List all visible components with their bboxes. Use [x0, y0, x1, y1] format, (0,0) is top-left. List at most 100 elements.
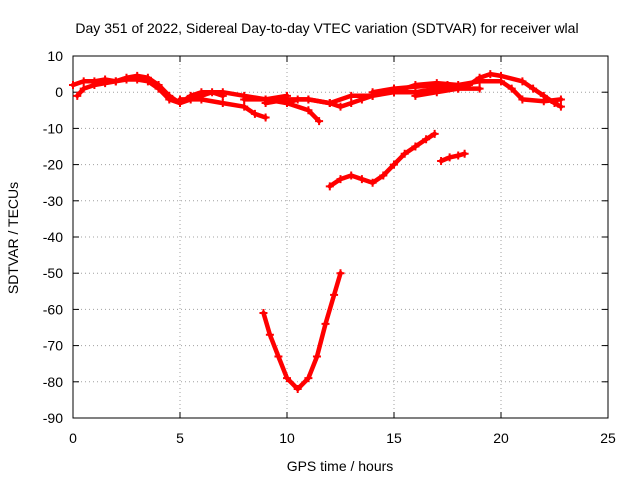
data-point	[330, 290, 339, 299]
data-point	[539, 97, 548, 106]
data-point	[274, 352, 283, 361]
series-arc-10	[325, 129, 439, 191]
data-point	[454, 151, 463, 160]
y-tick-label: 10	[47, 48, 63, 64]
data-point	[411, 91, 420, 100]
series-arc-8	[390, 77, 565, 106]
grid	[73, 56, 608, 418]
data-point	[486, 70, 495, 79]
data-point	[143, 77, 152, 86]
data-point	[518, 95, 527, 104]
data-point	[556, 95, 565, 104]
series-layer	[69, 70, 565, 394]
data-point	[460, 149, 469, 158]
data-point	[411, 142, 420, 151]
x-tick-label: 10	[279, 430, 295, 446]
series-arc-2	[73, 75, 291, 108]
data-point	[197, 95, 206, 104]
data-point	[250, 109, 259, 118]
data-point	[293, 95, 302, 104]
y-tick-label: 0	[55, 84, 63, 100]
data-point	[111, 77, 120, 86]
data-point	[432, 88, 441, 97]
x-tick-label: 0	[69, 430, 77, 446]
data-point	[73, 91, 82, 100]
x-tick-label: 20	[493, 430, 509, 446]
data-point	[390, 88, 398, 97]
y-tick-label: -10	[43, 120, 63, 136]
data-point	[101, 79, 110, 88]
data-point	[325, 99, 334, 108]
x-tick-labels: 0 5 10 15 20 25	[69, 430, 616, 446]
data-point	[293, 385, 302, 394]
data-point	[321, 319, 330, 328]
data-point	[475, 84, 484, 93]
data-point	[400, 149, 409, 158]
data-point	[154, 84, 163, 93]
data-point	[422, 135, 431, 144]
data-point	[454, 84, 463, 93]
series-arc-11	[437, 149, 469, 165]
series-line	[391, 79, 564, 104]
data-point	[218, 99, 227, 108]
series-arc-9	[411, 84, 484, 100]
y-axis-label: SDTVAR / TECUs	[5, 182, 21, 294]
data-point	[437, 156, 446, 165]
y-tick-label: -70	[43, 338, 63, 354]
data-point	[79, 77, 88, 86]
data-point	[368, 178, 377, 187]
data-point	[518, 77, 527, 86]
data-point	[336, 175, 345, 184]
data-point	[379, 171, 388, 180]
data-point	[90, 80, 99, 89]
data-point	[133, 75, 142, 84]
data-point	[430, 129, 439, 138]
y-tick-label: -30	[43, 193, 63, 209]
series-line	[413, 86, 482, 99]
ticks	[72, 55, 609, 419]
data-point	[240, 102, 249, 111]
data-point	[347, 171, 356, 180]
data-point	[79, 84, 88, 93]
data-point	[315, 117, 324, 126]
series-line	[261, 270, 343, 392]
data-point	[336, 269, 345, 278]
y-tick-label: -40	[43, 229, 63, 245]
y-tick-labels: 10 0 -10 -20 -30 -40 -50 -60 -70 -80 -90	[43, 48, 63, 426]
x-tick-label: 5	[176, 430, 184, 446]
x-axis-label: GPS time / hours	[287, 458, 394, 474]
data-point	[411, 80, 420, 89]
data-point	[304, 374, 313, 383]
data-point	[240, 95, 249, 104]
data-point	[69, 80, 77, 89]
y-tick-label: -50	[43, 265, 63, 281]
data-point	[304, 106, 313, 115]
y-tick-label: -20	[43, 157, 63, 173]
series-arc-3	[176, 95, 270, 122]
data-point	[357, 175, 366, 184]
data-point	[265, 330, 274, 339]
series-line	[327, 131, 437, 189]
data-point	[283, 99, 291, 108]
data-point	[445, 153, 454, 162]
series-arc-12	[259, 269, 345, 394]
data-point	[325, 182, 334, 191]
y-tick-label: -90	[43, 410, 63, 426]
data-point	[357, 95, 366, 104]
data-point	[432, 79, 441, 88]
x-tick-label: 15	[386, 430, 402, 446]
data-point	[176, 95, 184, 104]
y-tick-label: -60	[43, 301, 63, 317]
data-point	[347, 91, 356, 100]
chart-title: Day 351 of 2022, Sidereal Day-to-day VTE…	[75, 20, 578, 36]
data-point	[336, 102, 345, 111]
data-point	[261, 113, 270, 122]
data-point	[529, 84, 538, 93]
data-point	[312, 352, 321, 361]
data-point	[197, 88, 206, 97]
data-point	[283, 374, 291, 383]
data-point	[261, 99, 270, 108]
data-point	[259, 309, 268, 318]
data-point	[556, 102, 565, 111]
